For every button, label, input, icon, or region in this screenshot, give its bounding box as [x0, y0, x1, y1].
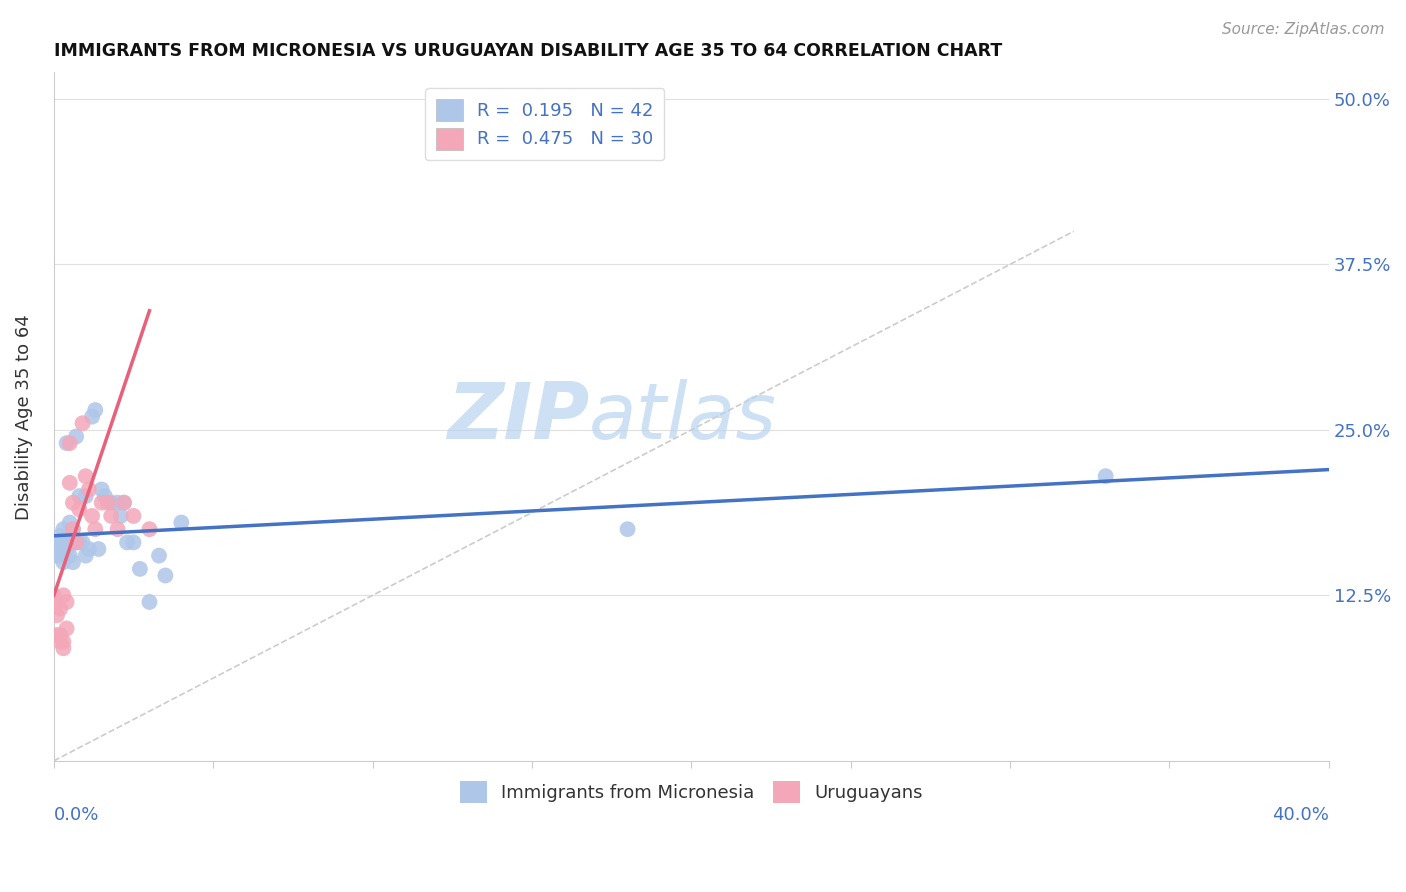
Point	[46, 628, 69, 642]
Point	[65, 535, 87, 549]
Point	[72, 416, 94, 430]
Point	[59, 516, 82, 530]
Point	[46, 549, 69, 563]
Point	[128, 562, 150, 576]
Point	[80, 508, 103, 523]
Text: ZIP: ZIP	[447, 378, 589, 455]
Point	[122, 508, 145, 523]
Point	[59, 475, 82, 490]
Point	[55, 595, 77, 609]
Point	[72, 535, 94, 549]
Text: 0.0%: 0.0%	[53, 805, 100, 823]
Point	[55, 541, 77, 556]
Point	[110, 508, 132, 523]
Point	[49, 541, 72, 556]
Legend: Immigrants from Micronesia, Uruguayans: Immigrants from Micronesia, Uruguayans	[453, 774, 929, 810]
Point	[67, 489, 90, 503]
Point	[84, 403, 107, 417]
Point	[107, 522, 129, 536]
Point	[52, 588, 75, 602]
Point	[67, 535, 90, 549]
Point	[616, 522, 638, 536]
Point	[46, 541, 69, 556]
Point	[138, 522, 160, 536]
Point	[55, 436, 77, 450]
Point	[65, 535, 87, 549]
Point	[148, 549, 170, 563]
Point	[59, 549, 82, 563]
Text: 40.0%: 40.0%	[1272, 805, 1329, 823]
Point	[67, 502, 90, 516]
Point	[87, 541, 110, 556]
Point	[90, 483, 112, 497]
Point	[52, 641, 75, 656]
Point	[59, 535, 82, 549]
Point	[52, 522, 75, 536]
Point	[49, 601, 72, 615]
Point	[75, 549, 97, 563]
Point	[155, 568, 177, 582]
Point	[52, 634, 75, 648]
Y-axis label: Disability Age 35 to 64: Disability Age 35 to 64	[15, 314, 32, 519]
Point	[59, 436, 82, 450]
Point	[1094, 469, 1116, 483]
Point	[122, 535, 145, 549]
Point	[112, 496, 135, 510]
Point	[90, 496, 112, 510]
Point	[46, 608, 69, 623]
Text: IMMIGRANTS FROM MICRONESIA VS URUGUAYAN DISABILITY AGE 35 TO 64 CORRELATION CHAR: IMMIGRANTS FROM MICRONESIA VS URUGUAYAN …	[53, 42, 1002, 60]
Point	[115, 535, 138, 549]
Point	[52, 555, 75, 569]
Point	[62, 555, 84, 569]
Point	[55, 535, 77, 549]
Point	[42, 588, 65, 602]
Point	[94, 489, 117, 503]
Point	[75, 489, 97, 503]
Point	[77, 483, 100, 497]
Point	[77, 541, 100, 556]
Point	[100, 496, 122, 510]
Point	[75, 469, 97, 483]
Text: Source: ZipAtlas.com: Source: ZipAtlas.com	[1222, 22, 1385, 37]
Point	[49, 634, 72, 648]
Point	[84, 522, 107, 536]
Point	[62, 522, 84, 536]
Point	[65, 429, 87, 443]
Point	[62, 496, 84, 510]
Point	[100, 508, 122, 523]
Point	[55, 622, 77, 636]
Point	[49, 628, 72, 642]
Point	[80, 409, 103, 424]
Point	[107, 496, 129, 510]
Point	[49, 549, 72, 563]
Point	[62, 522, 84, 536]
Point	[49, 529, 72, 543]
Point	[170, 516, 193, 530]
Text: atlas: atlas	[589, 378, 778, 455]
Point	[42, 535, 65, 549]
Point	[112, 496, 135, 510]
Point	[138, 595, 160, 609]
Point	[46, 595, 69, 609]
Point	[97, 496, 120, 510]
